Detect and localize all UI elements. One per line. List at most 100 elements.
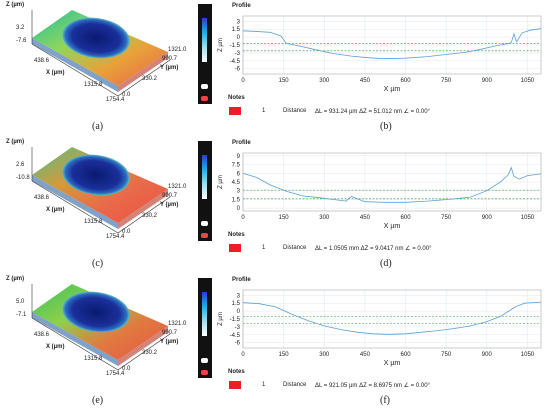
caption-right: (f) xyxy=(380,395,390,406)
y-tick-label: -3 xyxy=(235,325,241,331)
surface-3d-view: Z (µm) 5.0 -7.1 438.6 X (µm) 1315.8 1754.4 1321… xyxy=(0,274,195,386)
x-axis-label: X (µm) xyxy=(46,344,65,350)
x-tick-label: 1050 xyxy=(521,215,535,221)
surface-3d-view: Z (µm) 2.6 -10.8 438.6 X (µm) 1315.8 1754.4 132… xyxy=(0,137,195,249)
distance-readout: ΔL = 921.05 µm ΔZ = 8.6975 nm ∠ = 0.00° xyxy=(315,383,430,389)
ruler-icon[interactable] xyxy=(201,233,208,238)
y-tick-2: 990.7 xyxy=(162,56,178,62)
x-tick-label: 450 xyxy=(360,215,371,221)
x-tick-label: 0 xyxy=(241,215,245,221)
colorbar-gradient xyxy=(202,18,207,62)
camera-icon[interactable] xyxy=(201,221,208,226)
z-bottom-tick: -7.6 xyxy=(16,38,27,44)
y-tick-label: 9 xyxy=(237,154,241,160)
distance-readout: ΔL = 931.24 µm ΔZ = 51.012 nm ∠ = 0.00° xyxy=(315,109,430,115)
y-tick-label: 1.5 xyxy=(232,197,241,203)
x-tick-label: 750 xyxy=(441,215,452,221)
surface-3d-view: Z (µm) 3.2 -7.6 438.6 X (µm) 1315.8 1754.4 1321… xyxy=(0,0,195,112)
x-axis-label: X (µm) xyxy=(46,207,65,213)
y-tick-label: -6 xyxy=(235,67,241,73)
x-tick-label: 300 xyxy=(319,78,330,84)
y-tick-2: 990.7 xyxy=(162,330,178,336)
caption-right: (d) xyxy=(380,258,392,269)
x-tick-label: 750 xyxy=(441,352,452,358)
figure-row-a: Z (µm) 3.2 -7.6 438.6 X (µm) 1315.8 1754.4 1321… xyxy=(0,0,550,136)
y-tick-label: -1.5 xyxy=(230,43,241,49)
colorbar xyxy=(198,278,212,378)
profile-chart: 0 150 300 450 600 750 900 1050 3 1.5 0 -1.5 -3 -4.5 -6… xyxy=(213,2,548,106)
y-tick-label: 0 xyxy=(237,35,241,41)
x-axis-title: X µm xyxy=(384,360,401,367)
colorbar-gradient xyxy=(202,155,207,199)
x-tick-label: 450 xyxy=(360,352,371,358)
profile-chart: 0 150 300 450 600 750 900 1050 9 7.5 6 4.5 3 1.5 0 X µm… xyxy=(213,139,548,243)
distance-index: 1 xyxy=(262,382,266,388)
distance-color-swatch xyxy=(229,107,241,115)
distance-index: 1 xyxy=(262,108,266,114)
x-tick-1: 438.6 xyxy=(34,58,50,64)
x-tick-1: 438.6 xyxy=(34,195,50,201)
plot-frame xyxy=(242,15,542,75)
figure-row-c: Z (µm) 2.6 -10.8 438.6 X (µm) 1315.8 1754.4 132… xyxy=(0,137,550,273)
distance-index: 1 xyxy=(262,245,266,251)
caption-left: (e) xyxy=(92,395,104,406)
notes-title: Notes xyxy=(228,95,245,101)
z-bottom-tick: -7.1 xyxy=(16,312,27,318)
distance-readout: ΔL = 1.0505 mm ΔZ = 9.0417 nm ∠ = 0.00° xyxy=(315,246,432,252)
y-tick-label: 3 xyxy=(237,189,241,195)
distance-label: Distance xyxy=(283,245,307,251)
x-tick-label: 600 xyxy=(401,215,412,221)
distance-color-swatch xyxy=(229,244,241,252)
ruler-icon[interactable] xyxy=(201,96,208,101)
caption-right: (b) xyxy=(380,121,392,132)
x-tick-label: 150 xyxy=(279,352,290,358)
y-tick-label: 3 xyxy=(237,293,241,299)
x-tick-label: 750 xyxy=(441,78,452,84)
y-tick-label: 3 xyxy=(237,19,241,25)
profile-title: Profile xyxy=(232,140,251,146)
z-top-tick: 3.2 xyxy=(16,25,25,31)
x-tick-3: 1754.4 xyxy=(106,97,125,103)
y-tick-label: 6 xyxy=(237,171,241,177)
y-axis-title: Z µm xyxy=(218,175,224,189)
notes-title: Notes xyxy=(228,232,245,238)
y-tick-label: -1.5 xyxy=(230,317,241,323)
y-tick-3: 330.2 xyxy=(142,350,158,356)
ruler-icon[interactable] xyxy=(201,370,208,375)
x-tick-label: 900 xyxy=(482,215,493,221)
camera-icon[interactable] xyxy=(201,84,208,89)
camera-icon[interactable] xyxy=(201,358,208,363)
z-axis-label: Z (µm) xyxy=(6,139,25,145)
y-tick-1: 1321.0 xyxy=(168,321,187,327)
y-axis-label: Y (µm) xyxy=(160,339,179,345)
y-tick-label: -4.5 xyxy=(230,333,241,339)
x-axis-label: X (µm) xyxy=(46,70,65,76)
x-tick-label: 150 xyxy=(279,215,290,221)
x-tick-3: 1754.4 xyxy=(106,371,125,377)
x-tick-1: 438.6 xyxy=(34,332,50,338)
y-tick-label: -3 xyxy=(235,51,241,57)
x-tick-3: 1754.4 xyxy=(106,234,125,240)
y-axis-label: Y (µm) xyxy=(160,202,179,208)
caption-left: (a) xyxy=(92,121,104,132)
plot-frame xyxy=(242,152,542,212)
y-tick-label: -6 xyxy=(235,341,241,347)
x-tick-label: 150 xyxy=(279,78,290,84)
x-tick-label: 0 xyxy=(241,352,245,358)
y-tick-label: 0 xyxy=(237,309,241,315)
y-tick-4: 0.0 xyxy=(122,366,131,372)
x-tick-label: 300 xyxy=(319,352,330,358)
y-tick-label: 0 xyxy=(237,206,241,212)
y-tick-3: 330.2 xyxy=(142,76,158,82)
y-tick-label: 4.5 xyxy=(232,180,241,186)
y-tick-label: 1.5 xyxy=(232,27,241,33)
x-tick-label: 600 xyxy=(401,352,412,358)
colorbar xyxy=(198,4,212,104)
colorbar-gradient xyxy=(202,292,207,336)
caption-left: (c) xyxy=(92,258,104,269)
profile-plot: 0 150 300 450 600 750 900 1050 9 7.5 6 4.5 3 1.5 0 X µm… xyxy=(218,152,542,230)
y-tick-label: 1.5 xyxy=(232,301,241,307)
profile-line xyxy=(242,28,542,60)
y-tick-label: -4.5 xyxy=(230,59,241,65)
profile-plot: 0 150 300 450 600 750 900 1050 3 1.5 0 -1.5 -3 -4.5 -6… xyxy=(218,15,542,93)
